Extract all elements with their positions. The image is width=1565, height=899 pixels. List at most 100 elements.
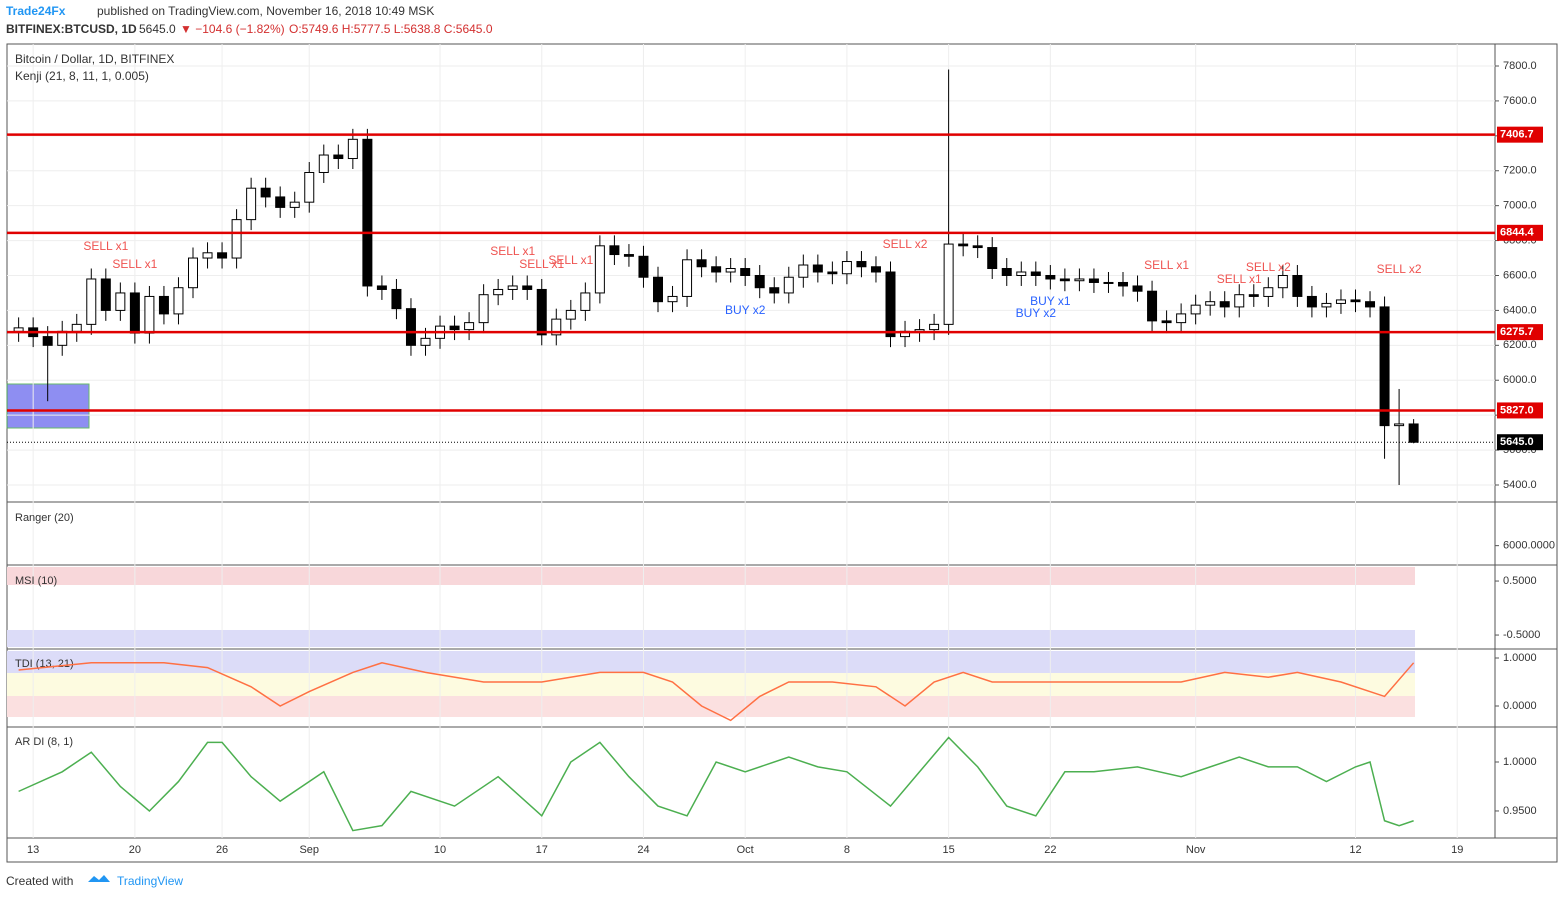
candle-body — [1263, 287, 1274, 297]
candle-body — [1118, 281, 1128, 287]
x-tick-label: 22 — [1044, 844, 1056, 856]
change: ▼ −104.6 (−1.82%) — [180, 22, 285, 36]
candle-body — [856, 261, 867, 268]
candle-body — [1379, 306, 1390, 427]
candle-body — [1147, 290, 1158, 322]
signal-label: SELL x1 — [1144, 258, 1189, 272]
candle-body — [304, 171, 315, 203]
candle-body — [144, 295, 155, 334]
candle-body — [1074, 278, 1085, 282]
candle-body — [1277, 274, 1288, 289]
candle-body — [1292, 274, 1303, 297]
indicator-line — [18, 662, 1415, 722]
x-tick-label: 17 — [536, 844, 548, 856]
candle-body — [1234, 294, 1245, 308]
footer-brand: TradingView — [117, 874, 183, 888]
x-tick-label: 8 — [844, 844, 850, 856]
candle-body — [376, 285, 387, 290]
signal-label: SELL x1 — [1217, 272, 1262, 286]
candle-body — [158, 295, 169, 315]
candle-body — [725, 268, 736, 273]
candle-body — [13, 327, 24, 332]
candle-body — [333, 154, 344, 160]
x-tick-label: 12 — [1349, 844, 1361, 856]
signal-label: SELL x2 — [1377, 262, 1422, 276]
x-tick-label: Nov — [1186, 844, 1206, 856]
y-tick-label: 0.0000 — [1503, 700, 1537, 712]
candle-body — [638, 255, 649, 278]
candle-body — [1161, 320, 1172, 324]
signal-label: SELL x2 — [1246, 260, 1291, 274]
candle-body — [231, 219, 242, 259]
symbol: BITFINEX:BTCUSD, 1D — [6, 22, 137, 36]
footer-created: Created with — [6, 874, 73, 888]
pane-title: AR DI (8, 1) — [15, 736, 73, 748]
x-tick-label: 15 — [943, 844, 955, 856]
candle-body — [405, 308, 416, 346]
x-tick-label: Oct — [737, 844, 754, 856]
candle-body — [42, 336, 53, 346]
signal-label: SELL x2 — [883, 237, 928, 251]
level-label: 6844.4 — [1500, 227, 1535, 239]
candle-body — [1205, 301, 1216, 306]
candle-body — [115, 292, 126, 311]
pane-title: Bitcoin / Dollar, 1D, BITFINEX — [15, 52, 174, 66]
candle-body — [100, 278, 111, 311]
candle-body — [609, 245, 620, 256]
candle-body — [929, 323, 940, 331]
x-tick-label: 10 — [434, 844, 446, 856]
last-price-label: 5645.0 — [1500, 436, 1534, 448]
pane-title: MSI (10) — [15, 575, 57, 587]
y-tick-label: 0.9500 — [1503, 805, 1537, 817]
signal-label: SELL x1 — [112, 257, 157, 271]
candle-body — [769, 287, 780, 294]
tdi-band — [7, 673, 1415, 696]
last-price-box — [1497, 434, 1543, 451]
candle-body — [1219, 301, 1230, 308]
candle-body — [420, 337, 431, 346]
candle-body — [1103, 281, 1114, 284]
x-tick-label: 20 — [129, 844, 141, 856]
candle-body — [783, 276, 794, 294]
candle-body — [1045, 274, 1056, 280]
level-box — [1497, 402, 1543, 419]
candle-body — [217, 252, 228, 259]
candle-body — [347, 138, 358, 160]
y-tick-label: 6400.0 — [1503, 304, 1537, 316]
x-tick-label: 13 — [27, 844, 39, 856]
level-box — [1497, 324, 1543, 341]
candle-body — [260, 187, 271, 198]
candle-body — [1088, 278, 1099, 283]
candle-body — [696, 259, 707, 268]
candle-body — [667, 295, 678, 303]
candle-body — [1306, 295, 1317, 308]
signal-label: SELL x1 — [519, 257, 564, 271]
y-tick-label: 6200.0 — [1503, 339, 1537, 351]
x-tick-label: Sep — [299, 844, 319, 856]
candle-body — [754, 274, 765, 289]
x-tick-label: 26 — [216, 844, 228, 856]
candle-body — [1335, 299, 1346, 304]
candle-body — [173, 287, 184, 315]
y-tick-label: 6600.0 — [1503, 269, 1537, 281]
msi-band — [7, 630, 1415, 647]
indicator-line — [18, 736, 1414, 832]
y-tick-label: 1.0000 — [1503, 652, 1537, 664]
candle-body — [449, 325, 460, 331]
signal-label: BUY x2 — [1016, 306, 1057, 320]
candle-body — [362, 138, 373, 287]
candle-body — [812, 264, 823, 273]
tdi-band — [7, 696, 1415, 717]
signal-label: BUY x2 — [725, 303, 766, 317]
candle-body — [1001, 268, 1012, 276]
x-tick-label: 19 — [1451, 844, 1463, 856]
candle-body — [987, 247, 998, 270]
subtitle: Kenji (21, 8, 11, 1, 0.005) — [15, 69, 149, 83]
candle-body — [289, 201, 300, 208]
candle-body — [740, 268, 751, 276]
candle-body — [536, 288, 547, 336]
ohlc: O:5749.6 H:5777.5 L:5638.8 C:5645.0 — [289, 22, 493, 36]
candle-body — [493, 288, 504, 296]
